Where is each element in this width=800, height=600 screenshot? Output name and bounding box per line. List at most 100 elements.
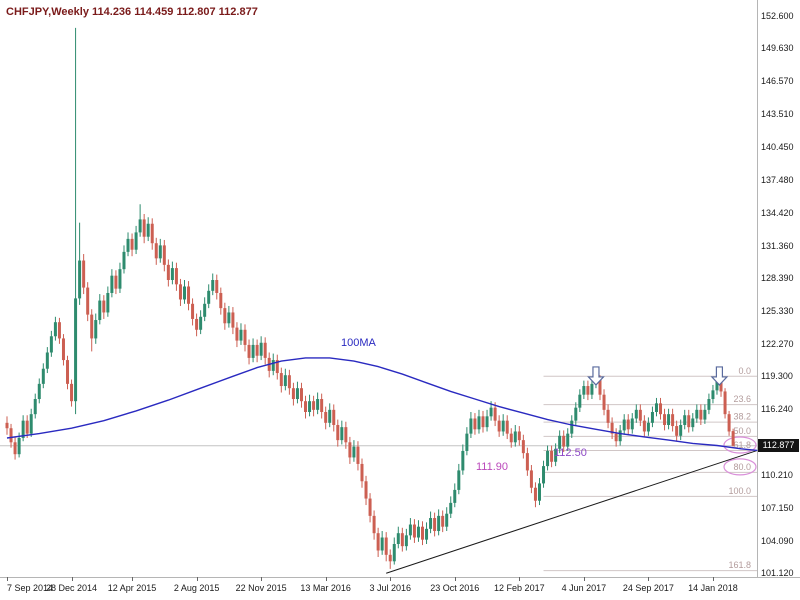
price-axis-label: 122.270 (761, 339, 794, 350)
candle-body (485, 416, 489, 428)
candle-body (138, 219, 142, 233)
candle-body (360, 463, 364, 482)
candle-body (328, 409, 332, 423)
candle-body (295, 388, 299, 400)
fib-label: 80.0 (733, 462, 751, 472)
price-axis-label: 119.300 (761, 371, 793, 382)
candle-body (626, 419, 630, 430)
candle-body (606, 409, 610, 423)
candle-body (130, 238, 134, 250)
candle-body (416, 526, 420, 538)
time-axis-label: 28 Dec 2014 (46, 583, 98, 593)
candle-body (671, 414, 675, 427)
candle-body (509, 433, 513, 443)
candle-body (477, 416, 481, 430)
candle-body (695, 409, 699, 419)
candle-body (211, 280, 215, 291)
candle-body (223, 308, 227, 324)
candle-body (457, 470, 461, 490)
candle-body (687, 415, 691, 428)
candle-body (162, 245, 166, 265)
candle-body (199, 316, 203, 330)
candle-body (675, 426, 679, 436)
candle-body (25, 420, 29, 434)
candle-body (368, 498, 372, 516)
candle-body (582, 386, 586, 395)
candle-body (433, 518, 437, 532)
candle-body (489, 407, 493, 417)
candle-body (283, 375, 287, 387)
fib-label: 50.0 (733, 426, 751, 436)
symbol-timeframe: CHFJPY,Weekly (6, 6, 89, 18)
time-axis-tick (132, 577, 134, 581)
down-arrow-icon[interactable] (710, 366, 729, 386)
ma-label: 100MA (341, 337, 376, 349)
candle-body (66, 360, 70, 384)
candle-body (586, 386, 590, 395)
price-axis-label: 125.330 (761, 306, 794, 317)
time-axis-label: 2 Aug 2015 (173, 583, 220, 593)
candle-body (255, 344, 259, 356)
time-axis-tick (519, 577, 521, 581)
candle-body (513, 431, 517, 443)
candle-body (388, 554, 392, 562)
candle-body (263, 342, 267, 358)
candle-body (521, 440, 525, 454)
candle-body (630, 418, 634, 430)
candle-body (146, 223, 150, 237)
candle-body (525, 453, 529, 471)
ohlc-quote: 114.236 114.459 112.807 112.877 (92, 6, 258, 18)
candle-body (679, 424, 683, 436)
candle-body (336, 424, 340, 441)
candle-body (182, 286, 186, 300)
candle-body (550, 450, 554, 462)
candle-body (650, 412, 654, 423)
price-axis-label: 143.510 (761, 109, 794, 120)
candle-body (41, 368, 45, 384)
price-axis[interactable]: 152.600 149.630 146.570 143.510 140.450 137.4… (757, 0, 800, 578)
candle-body (537, 483, 541, 501)
candle-body (251, 344, 255, 358)
time-axis-tick (325, 577, 327, 581)
price-axis-label: 110.210 (761, 469, 793, 480)
fib-label: 61.8 (733, 440, 751, 450)
candle-body (33, 399, 37, 415)
down-arrow-icon[interactable] (587, 366, 605, 386)
time-axis-label: 23 Oct 2016 (430, 583, 480, 593)
candle-body (501, 420, 505, 432)
candle-body (707, 399, 711, 410)
candle-body (590, 383, 594, 395)
candle-body (602, 394, 606, 410)
candle-body (308, 401, 312, 413)
candle-body (170, 268, 174, 281)
candle-body (219, 292, 223, 309)
price-axis-label: 137.480 (761, 174, 794, 185)
time-axis[interactable]: 7 Sep 2014 28 Dec 2014 12 Apr 2015 2 Aug 20… (0, 577, 757, 600)
trendline[interactable] (386, 449, 758, 574)
time-axis-tick (196, 577, 198, 581)
candle-body (723, 391, 727, 415)
candle-body (376, 533, 380, 551)
candle-body (166, 264, 170, 281)
time-axis-label: 12 Feb 2017 (494, 583, 545, 593)
ma-line[interactable] (6, 357, 758, 452)
candle-body (332, 409, 336, 425)
candle-body (287, 375, 291, 389)
candle-body (384, 537, 388, 555)
candle-body (340, 427, 344, 441)
candle-body (150, 223, 154, 244)
candle-body (667, 414, 671, 425)
candle-body (49, 336, 53, 353)
candle-body (473, 418, 477, 430)
candle-body (312, 401, 316, 410)
candle-body (598, 379, 602, 395)
candle-body (231, 312, 235, 328)
candle-body (187, 286, 191, 304)
fib-highlight-ellipse[interactable] (723, 436, 757, 454)
candle-body (727, 414, 731, 432)
fib-highlight-ellipse[interactable] (723, 458, 757, 476)
candle-body (122, 251, 126, 270)
candle-body (215, 280, 219, 293)
candle-body (70, 383, 74, 402)
